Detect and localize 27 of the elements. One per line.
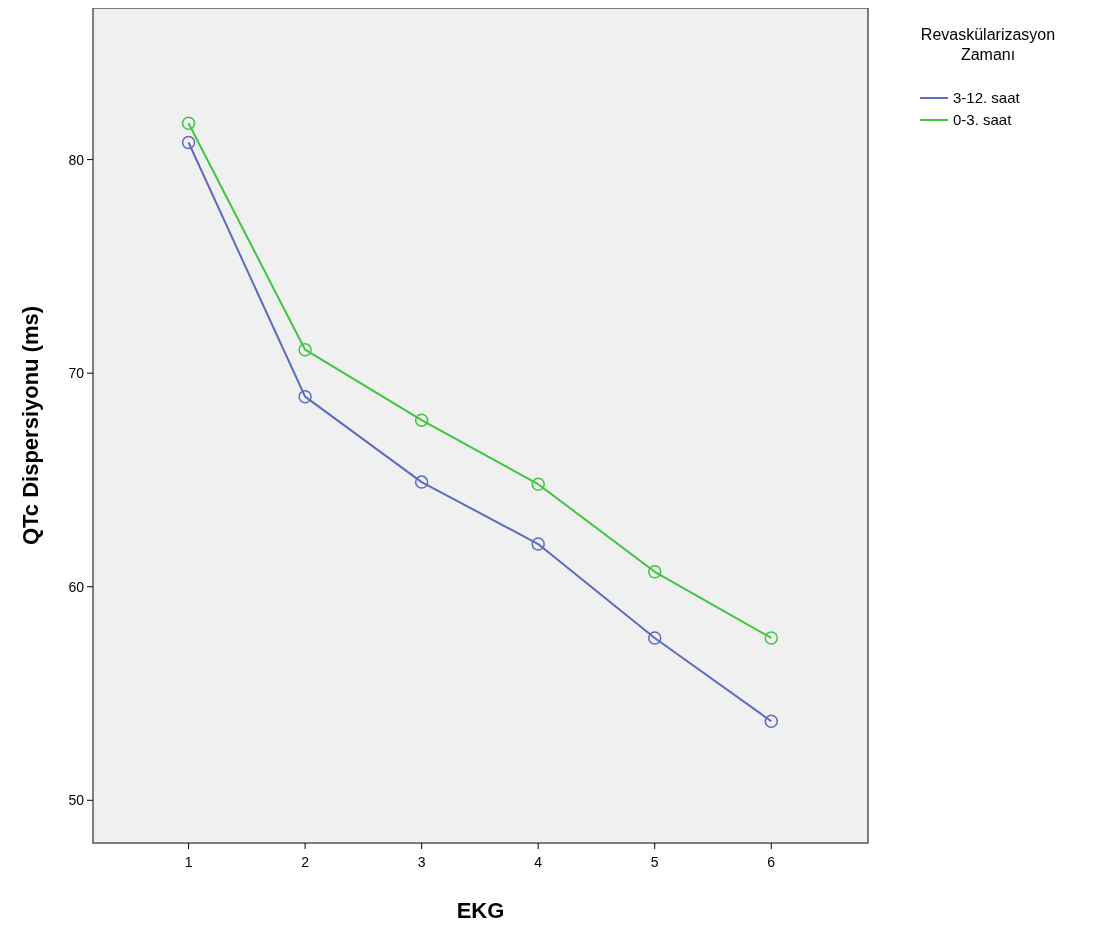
legend-label: 3-12. saat xyxy=(953,89,1021,107)
point xyxy=(764,714,779,729)
point xyxy=(647,565,662,579)
point xyxy=(298,389,312,404)
point xyxy=(531,537,545,551)
x-tick-label: 3 xyxy=(417,854,426,870)
y-tick-label: 50 xyxy=(68,792,85,809)
point xyxy=(181,135,196,150)
x-axis-title: EKG xyxy=(456,898,505,923)
y-axis-title: QTc Dispersiyonu (ms) xyxy=(18,305,43,546)
legend-title: Revaskülarizasyon Zamanı xyxy=(920,26,1056,63)
point xyxy=(181,116,196,131)
y-tick-label: 60 xyxy=(68,578,85,595)
y-tick-label: 80 xyxy=(68,151,85,168)
x-tick-label: 6 xyxy=(767,854,776,870)
x-tick-label: 4 xyxy=(534,854,543,870)
legend-label: 0-3. saat xyxy=(953,111,1013,129)
x-tick-label: 1 xyxy=(184,854,193,870)
x-tick-label: 5 xyxy=(650,854,659,870)
point xyxy=(298,342,312,357)
point xyxy=(647,631,662,645)
point xyxy=(531,477,545,491)
point xyxy=(414,475,429,489)
point xyxy=(414,413,429,427)
y-tick-label: 70 xyxy=(68,365,85,382)
point xyxy=(764,631,779,645)
x-tick-label: 2 xyxy=(301,854,310,870)
